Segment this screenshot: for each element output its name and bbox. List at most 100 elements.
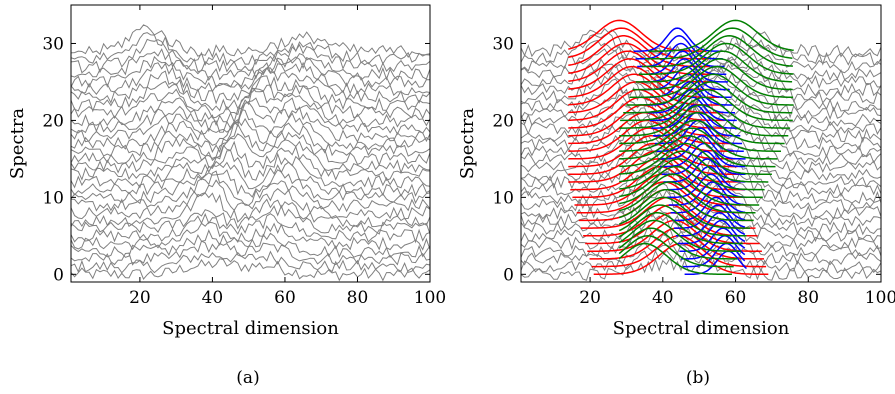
green-component-line xyxy=(619,158,765,191)
green-component-line xyxy=(618,188,754,222)
spectrum-line xyxy=(71,61,430,96)
x-tick-label: 20 xyxy=(579,288,601,308)
spectrum-line xyxy=(71,212,430,244)
green-component-line xyxy=(626,73,794,106)
spectrum-line xyxy=(71,229,430,259)
green-component-line xyxy=(645,27,793,60)
green-component-line xyxy=(619,173,760,206)
spectrum-line xyxy=(521,28,881,59)
blue-component-line xyxy=(665,165,746,191)
x-axis-label: Spectral dimension xyxy=(162,318,339,339)
green-component-line xyxy=(648,19,794,52)
spectrum-line xyxy=(71,250,430,274)
blue-component-line xyxy=(675,212,746,237)
spectrum-line xyxy=(71,160,430,198)
spectrum-line xyxy=(71,122,430,167)
spectrum-line xyxy=(71,179,430,220)
green-component-line xyxy=(629,65,794,99)
y-tick-label: 10 xyxy=(492,188,514,208)
green-component-line xyxy=(619,135,776,168)
x-tick-label: 80 xyxy=(347,288,369,308)
spectrum-line xyxy=(521,166,881,205)
spectrum-line xyxy=(71,204,430,235)
y-axis-label: Spectra xyxy=(457,108,478,179)
spectrum-line xyxy=(521,39,881,74)
y-tick-label: 10 xyxy=(42,188,64,208)
spectrum-line xyxy=(71,97,430,136)
green-component-line xyxy=(618,235,734,268)
blue-component-line xyxy=(684,250,748,276)
green-component-line xyxy=(618,204,747,237)
blue-component-line xyxy=(661,150,746,176)
spectrum-line xyxy=(71,48,430,81)
green-component-line xyxy=(638,42,794,75)
blue-component-line xyxy=(668,181,746,206)
spectrum-line xyxy=(521,118,881,158)
y-axis-label: Spectra xyxy=(7,108,28,179)
x-tick-label: 40 xyxy=(652,288,674,308)
spectrum-line xyxy=(521,222,881,251)
spectrum-line xyxy=(71,117,430,157)
spectrum-line xyxy=(521,86,881,127)
red-component-line xyxy=(570,158,745,191)
axes-frame xyxy=(70,4,431,283)
x-tick-label: 80 xyxy=(797,288,819,308)
blue-component-line xyxy=(656,127,744,152)
green-component-line xyxy=(619,96,791,129)
y-tick-label: 30 xyxy=(42,34,64,54)
green-component-line xyxy=(619,165,763,199)
green-component-line xyxy=(619,127,778,160)
green-component-line xyxy=(618,219,741,252)
y-tick-label: 30 xyxy=(492,34,514,54)
axes-frame xyxy=(520,4,882,283)
spectrum-line xyxy=(71,169,430,205)
spectrum-line xyxy=(71,67,430,105)
spectrum-line xyxy=(521,249,881,274)
green-component-line xyxy=(619,150,769,183)
spectrum-line xyxy=(521,79,881,120)
green-component-line xyxy=(632,58,793,91)
blue-component-line xyxy=(649,96,737,122)
x-tick-label: 20 xyxy=(129,288,151,308)
y-tick-label: 20 xyxy=(492,111,514,131)
blue-component-line xyxy=(679,227,746,252)
spectrum-line xyxy=(71,170,430,213)
y-tick-label: 20 xyxy=(42,111,64,131)
green-component-line xyxy=(619,104,789,137)
spectrum-line xyxy=(71,32,430,67)
green-component-line xyxy=(619,119,781,152)
red-component-line xyxy=(568,142,740,176)
spectrum-line xyxy=(71,75,430,113)
blue-component-line xyxy=(670,188,746,214)
green-component-line xyxy=(618,227,738,260)
green-component-line xyxy=(642,35,793,68)
panel-b-chart: 20 40 60 80 100 0 10 20 30 Spectral dimension Spec… xyxy=(457,4,895,339)
spectrum-line xyxy=(521,232,881,258)
spectrum-line xyxy=(71,240,430,266)
blue-component-line xyxy=(658,135,746,160)
green-component-line xyxy=(618,242,732,276)
green-component-line xyxy=(623,81,793,114)
red-component-line xyxy=(572,165,748,199)
spectrum-line xyxy=(71,24,430,59)
spectrum-line xyxy=(71,101,430,143)
spectrum-line xyxy=(71,87,430,128)
spectrum-line xyxy=(71,221,430,251)
green-component-line xyxy=(619,181,756,214)
x-tick-label: 100 xyxy=(414,288,446,308)
blue-component-line xyxy=(682,242,746,268)
y-tick-label: 0 xyxy=(53,265,64,285)
spectrum-line xyxy=(71,133,430,175)
spectrum-line xyxy=(521,189,881,228)
green-component-line xyxy=(635,50,793,83)
blue-component-line xyxy=(646,81,734,106)
x-tick-label: 60 xyxy=(274,288,296,308)
green-component-line xyxy=(619,111,785,145)
x-tick-label: 100 xyxy=(865,288,895,308)
green-component-line xyxy=(620,88,793,122)
spectrum-line xyxy=(71,109,430,151)
blue-component-line xyxy=(647,88,735,114)
caption-a: (a) xyxy=(236,368,260,388)
spectrum-line xyxy=(71,258,430,282)
